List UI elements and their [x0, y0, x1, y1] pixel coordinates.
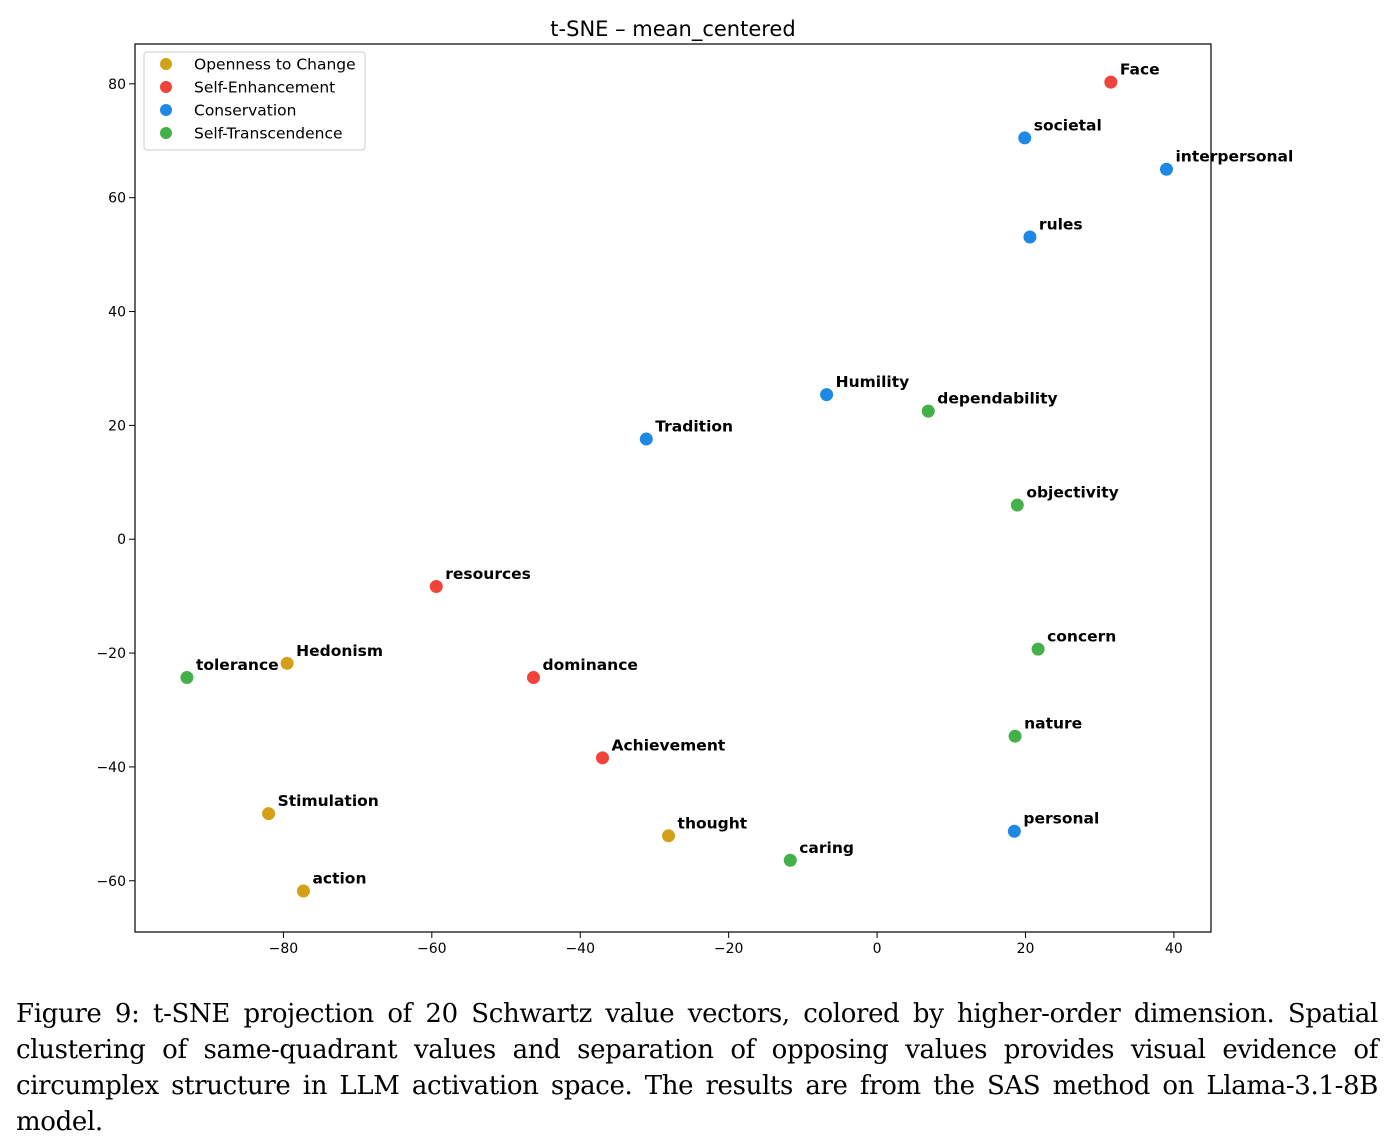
legend-label: Self-Transcendence	[194, 125, 343, 143]
data-point	[180, 671, 194, 685]
y-tick-label: −40	[96, 760, 126, 776]
point-label: rules	[1039, 215, 1083, 233]
legend-marker	[160, 81, 172, 93]
x-tick-label: 20	[1017, 941, 1035, 957]
y-tick-label: −20	[96, 646, 126, 662]
data-point	[1008, 729, 1022, 743]
y-tick-label: −60	[96, 874, 126, 890]
point-label: interpersonal	[1175, 148, 1293, 166]
point-label: Hedonism	[296, 642, 383, 660]
legend: Openness to Change Self-Enhancement Conser…	[143, 51, 366, 151]
data-point	[429, 579, 443, 593]
data-point	[596, 751, 610, 765]
y-tick-label: 60	[108, 191, 126, 207]
data-point	[1159, 162, 1173, 176]
y-tick-label: 0	[117, 532, 126, 548]
data-point	[783, 853, 797, 867]
chart-title: t-SNE – mean_centered	[550, 17, 795, 42]
scatter-chart: t-SNE – mean_centered −80 −60 −40 −20 0 20 40 …	[96, 17, 1293, 957]
data-point	[1023, 230, 1037, 244]
point-label: Achievement	[612, 736, 726, 754]
legend-label: Conservation	[194, 102, 296, 120]
data-point	[1031, 642, 1045, 656]
data-point	[921, 404, 935, 418]
point-label: concern	[1047, 628, 1116, 646]
point-label: dominance	[542, 656, 637, 674]
point-label: personal	[1023, 810, 1099, 828]
y-tick-label: 20	[108, 418, 126, 434]
point-label: Humility	[836, 373, 910, 391]
x-tick-label: −20	[714, 941, 744, 957]
data-point	[526, 671, 540, 685]
legend-marker	[160, 104, 172, 116]
data-point	[280, 656, 294, 670]
data-point	[1104, 75, 1118, 89]
y-tick-label: 80	[108, 77, 126, 93]
data-point	[662, 829, 676, 843]
data-point	[1010, 498, 1024, 512]
data-point	[1018, 131, 1032, 145]
x-tick-label: 0	[873, 941, 882, 957]
x-tick-label: −60	[417, 941, 447, 957]
data-point	[296, 884, 310, 898]
legend-label: Openness to Change	[194, 56, 356, 74]
plot-area-frame	[134, 43, 1212, 933]
point-label: dependability	[937, 390, 1057, 408]
x-tick-label: 40	[1165, 941, 1183, 957]
legend-marker	[160, 58, 172, 70]
data-point	[639, 432, 653, 446]
legend-marker	[160, 127, 172, 139]
data-point	[820, 388, 834, 402]
data-point	[262, 807, 276, 821]
x-tick-label: −40	[565, 941, 595, 957]
legend-box	[143, 51, 366, 151]
y-axis: −60 −40 −20 0 20 40 60 80	[96, 77, 135, 890]
point-label: thought	[678, 814, 748, 832]
point-label: tolerance	[196, 656, 279, 674]
point-label: societal	[1034, 116, 1102, 134]
point-label: action	[312, 870, 366, 888]
point-label: Face	[1120, 61, 1160, 79]
point-label: Stimulation	[278, 792, 379, 810]
point-label: nature	[1024, 715, 1082, 733]
y-tick-label: 40	[108, 305, 126, 321]
point-label: caring	[799, 839, 854, 857]
point-label: resources	[445, 565, 531, 583]
legend-label: Self-Enhancement	[194, 79, 335, 97]
point-label: objectivity	[1026, 484, 1118, 502]
x-axis: −80 −60 −40 −20 0 20 40	[269, 932, 1183, 957]
data-point	[1007, 824, 1021, 838]
x-tick-label: −80	[269, 941, 299, 957]
point-label: Tradition	[655, 418, 733, 436]
figure-caption: Figure 9: t-SNE projection of 20 Schwart…	[16, 999, 1378, 1137]
data-points: Hedonism Stimulation action thought Face reso…	[180, 61, 1293, 898]
